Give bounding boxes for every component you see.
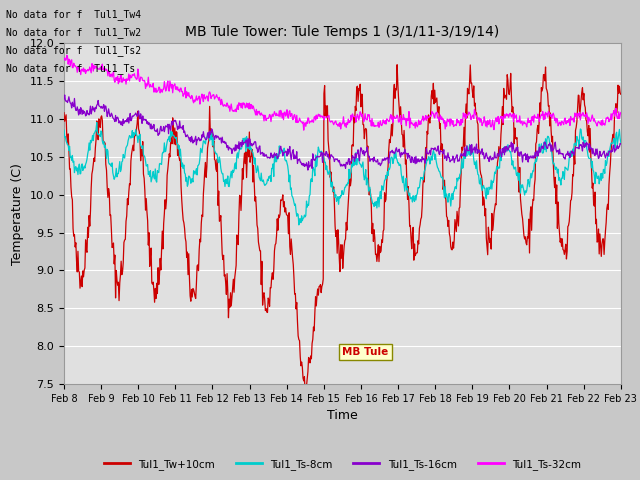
Title: MB Tule Tower: Tule Temps 1 (3/1/11-3/19/14): MB Tule Tower: Tule Temps 1 (3/1/11-3/19… [185,25,500,39]
Text: No data for f  Tul1_Ts2: No data for f Tul1_Ts2 [6,45,141,56]
Text: MB Tule: MB Tule [342,347,388,357]
Text: No data for f  Tul1_Tw2: No data for f Tul1_Tw2 [6,27,141,38]
Legend: Tul1_Tw+10cm, Tul1_Ts-8cm, Tul1_Ts-16cm, Tul1_Ts-32cm: Tul1_Tw+10cm, Tul1_Ts-8cm, Tul1_Ts-16cm,… [100,455,585,474]
Text: No data for f  Tul1_Tw4: No data for f Tul1_Tw4 [6,9,141,20]
X-axis label: Time: Time [327,409,358,422]
Y-axis label: Temperature (C): Temperature (C) [11,163,24,264]
Text: No data for f  Tul1_Ts: No data for f Tul1_Ts [6,63,136,74]
